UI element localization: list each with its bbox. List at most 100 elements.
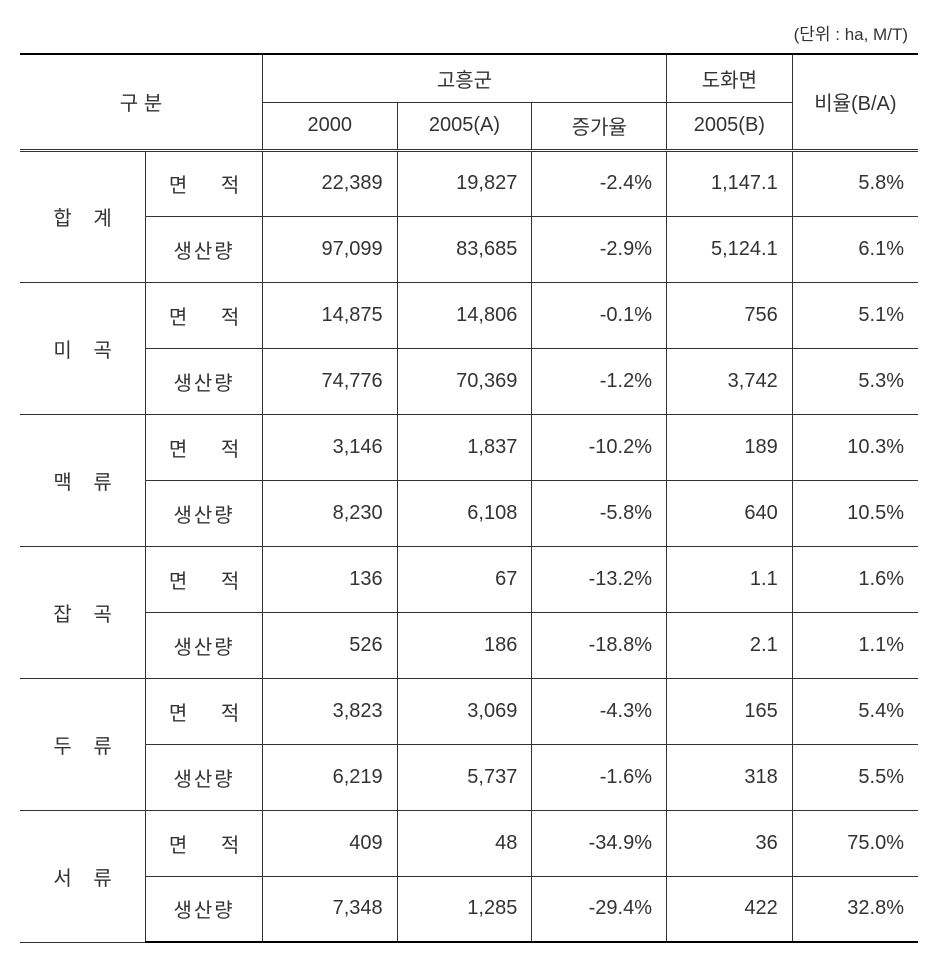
cell-value: 2.1: [667, 612, 793, 678]
header-ratio: 비율(B/A): [792, 54, 918, 150]
cell-value: 422: [667, 876, 793, 942]
cell-value: 1,285: [397, 876, 532, 942]
cell-value: 5.5%: [792, 744, 918, 810]
cell-value: 756: [667, 282, 793, 348]
cell-value: 83,685: [397, 216, 532, 282]
cell-value: -34.9%: [532, 810, 667, 876]
cell-value: 1,837: [397, 414, 532, 480]
cell-value: 14,875: [262, 282, 397, 348]
header-2005b: 2005(B): [667, 102, 793, 150]
cell-value: 8,230: [262, 480, 397, 546]
cell-value: 5.1%: [792, 282, 918, 348]
category-name: 서 류: [20, 810, 146, 942]
category-name: 미 곡: [20, 282, 146, 414]
table-row: 생산량 526 186 -18.8% 2.1 1.1%: [20, 612, 918, 678]
header-category: 구 분: [20, 54, 262, 150]
metric-area: 면 적: [146, 678, 263, 744]
cell-value: 3,146: [262, 414, 397, 480]
cell-value: 5.3%: [792, 348, 918, 414]
cell-value: -29.4%: [532, 876, 667, 942]
cell-value: 136: [262, 546, 397, 612]
cell-value: 186: [397, 612, 532, 678]
cell-value: 32.8%: [792, 876, 918, 942]
table-row: 맥 류 면 적 3,146 1,837 -10.2% 189 10.3%: [20, 414, 918, 480]
cell-value: 3,069: [397, 678, 532, 744]
metric-production: 생산량: [146, 480, 263, 546]
cell-value: 10.5%: [792, 480, 918, 546]
cell-value: 3,823: [262, 678, 397, 744]
cell-value: -2.9%: [532, 216, 667, 282]
cell-value: 318: [667, 744, 793, 810]
cell-value: 1.1%: [792, 612, 918, 678]
metric-production: 생산량: [146, 348, 263, 414]
table-row: 생산량 74,776 70,369 -1.2% 3,742 5.3%: [20, 348, 918, 414]
metric-area: 면 적: [146, 546, 263, 612]
cell-value: 22,389: [262, 150, 397, 216]
table-row: 생산량 8,230 6,108 -5.8% 640 10.5%: [20, 480, 918, 546]
category-name: 맥 류: [20, 414, 146, 546]
category-name: 두 류: [20, 678, 146, 810]
header-goheung: 고흥군: [262, 54, 666, 102]
header-2000: 2000: [262, 102, 397, 150]
table-body: 합 계 면 적 22,389 19,827 -2.4% 1,147.1 5.8%…: [20, 150, 918, 942]
cell-value: 97,099: [262, 216, 397, 282]
cell-value: 70,369: [397, 348, 532, 414]
cell-value: 1.6%: [792, 546, 918, 612]
cell-value: 189: [667, 414, 793, 480]
table-row: 서 류 면 적 409 48 -34.9% 36 75.0%: [20, 810, 918, 876]
category-name: 합 계: [20, 150, 146, 282]
cell-value: 640: [667, 480, 793, 546]
table-row: 생산량 97,099 83,685 -2.9% 5,124.1 6.1%: [20, 216, 918, 282]
table-row: 합 계 면 적 22,389 19,827 -2.4% 1,147.1 5.8%: [20, 150, 918, 216]
cell-value: 10.3%: [792, 414, 918, 480]
cell-value: -2.4%: [532, 150, 667, 216]
metric-production: 생산량: [146, 744, 263, 810]
cell-value: -13.2%: [532, 546, 667, 612]
metric-production: 생산량: [146, 612, 263, 678]
cell-value: 6.1%: [792, 216, 918, 282]
cell-value: 75.0%: [792, 810, 918, 876]
cell-value: 1.1: [667, 546, 793, 612]
metric-area: 면 적: [146, 414, 263, 480]
cell-value: 5.8%: [792, 150, 918, 216]
header-dohwa: 도화면: [667, 54, 793, 102]
metric-area: 면 적: [146, 150, 263, 216]
cell-value: 5.4%: [792, 678, 918, 744]
data-table: 구 분 고흥군 도화면 비율(B/A) 2000 2005(A) 증가율 200…: [20, 53, 918, 943]
cell-value: -18.8%: [532, 612, 667, 678]
metric-production: 생산량: [146, 876, 263, 942]
table-row: 잡 곡 면 적 136 67 -13.2% 1.1 1.6%: [20, 546, 918, 612]
unit-label: (단위 : ha, M/T): [20, 20, 918, 45]
cell-value: 526: [262, 612, 397, 678]
header-growth-rate: 증가율: [532, 102, 667, 150]
cell-value: -10.2%: [532, 414, 667, 480]
table-row: 두 류 면 적 3,823 3,069 -4.3% 165 5.4%: [20, 678, 918, 744]
cell-value: 1,147.1: [667, 150, 793, 216]
table-row: 생산량 7,348 1,285 -29.4% 422 32.8%: [20, 876, 918, 942]
metric-production: 생산량: [146, 216, 263, 282]
category-name: 잡 곡: [20, 546, 146, 678]
cell-value: 3,742: [667, 348, 793, 414]
cell-value: 5,737: [397, 744, 532, 810]
cell-value: 14,806: [397, 282, 532, 348]
cell-value: -1.6%: [532, 744, 667, 810]
cell-value: 6,108: [397, 480, 532, 546]
cell-value: -1.2%: [532, 348, 667, 414]
metric-area: 면 적: [146, 810, 263, 876]
cell-value: -4.3%: [532, 678, 667, 744]
cell-value: 409: [262, 810, 397, 876]
cell-value: 36: [667, 810, 793, 876]
cell-value: 48: [397, 810, 532, 876]
cell-value: 74,776: [262, 348, 397, 414]
cell-value: 5,124.1: [667, 216, 793, 282]
header-2005a: 2005(A): [397, 102, 532, 150]
table-row: 미 곡 면 적 14,875 14,806 -0.1% 756 5.1%: [20, 282, 918, 348]
cell-value: 67: [397, 546, 532, 612]
cell-value: -5.8%: [532, 480, 667, 546]
table-row: 생산량 6,219 5,737 -1.6% 318 5.5%: [20, 744, 918, 810]
cell-value: -0.1%: [532, 282, 667, 348]
metric-area: 면 적: [146, 282, 263, 348]
cell-value: 19,827: [397, 150, 532, 216]
cell-value: 6,219: [262, 744, 397, 810]
cell-value: 7,348: [262, 876, 397, 942]
